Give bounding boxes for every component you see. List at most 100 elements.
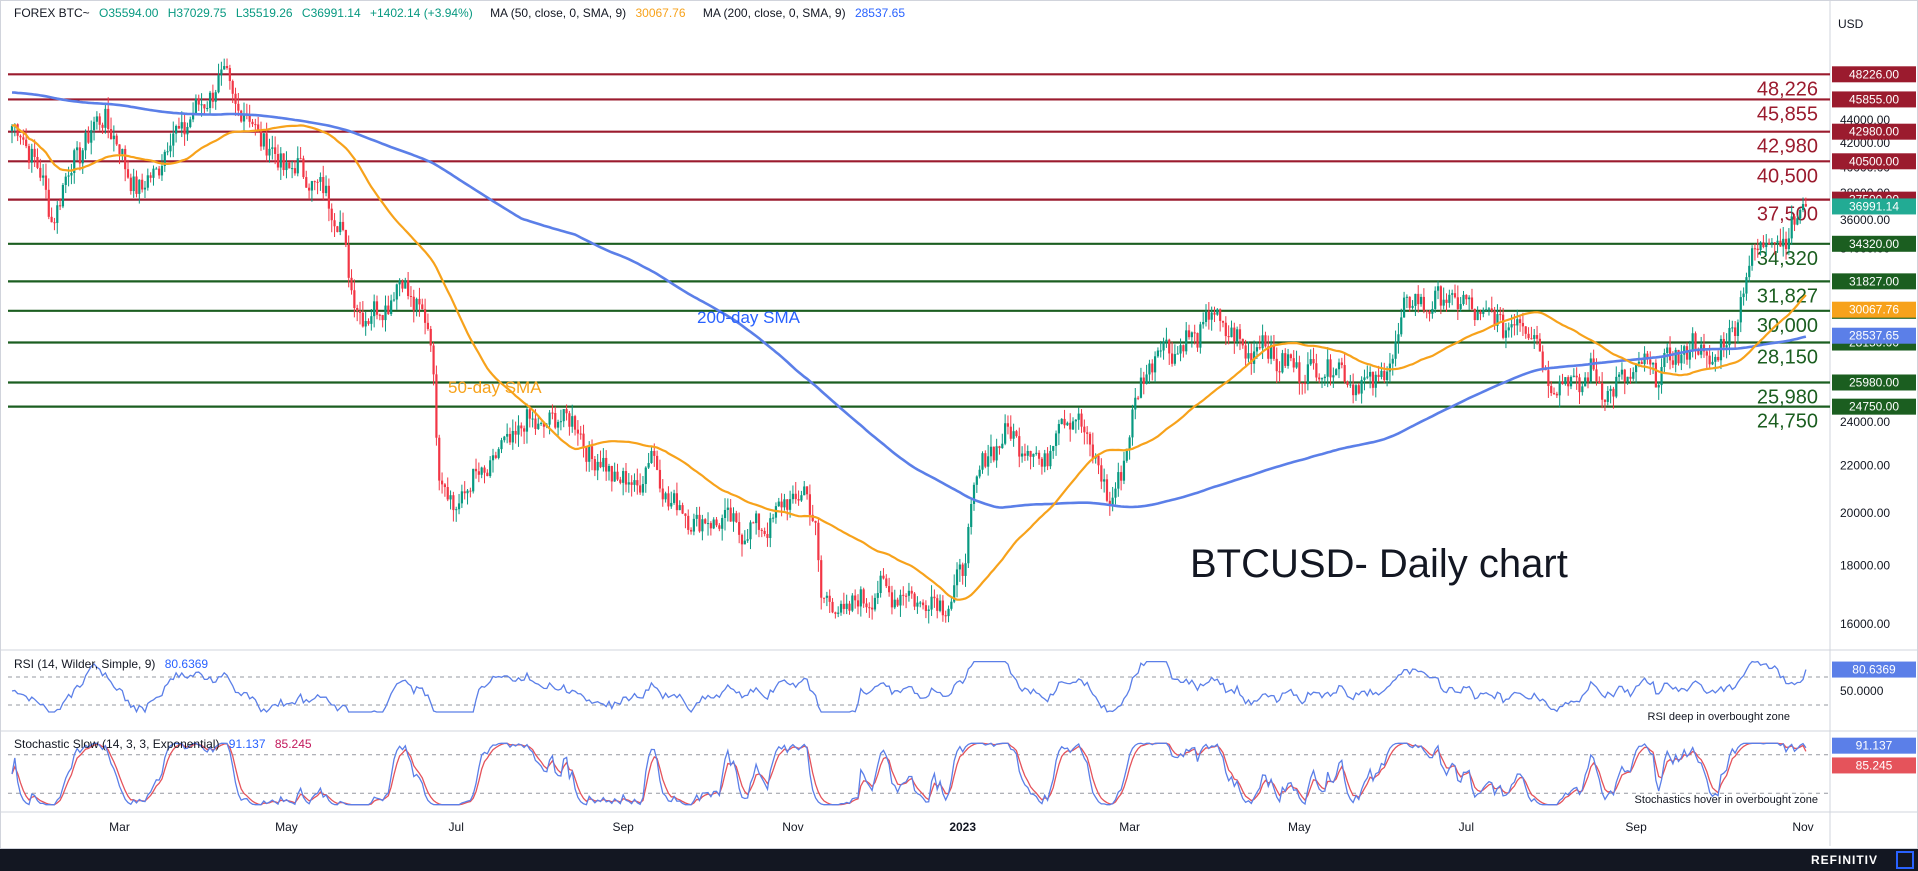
candle-body bbox=[760, 529, 763, 531]
candle-body bbox=[1513, 324, 1516, 326]
candle-body bbox=[1162, 341, 1165, 351]
candle-body bbox=[109, 129, 113, 140]
candle-body bbox=[1131, 409, 1134, 438]
candle-body bbox=[124, 148, 127, 170]
candle-body bbox=[678, 505, 681, 511]
candle-body bbox=[296, 158, 299, 174]
candle-body bbox=[1717, 356, 1720, 361]
candle-body bbox=[1626, 376, 1629, 382]
candle-body bbox=[729, 507, 732, 522]
candle-body bbox=[460, 491, 463, 504]
candle-body bbox=[1340, 362, 1343, 366]
support-level-label: 31,827 bbox=[1757, 285, 1818, 307]
ma50-legend-label[interactable]: MA (50, close, 0, SMA, 9) bbox=[490, 6, 627, 20]
candle-body bbox=[1436, 286, 1440, 291]
candle-body bbox=[876, 593, 879, 598]
candle-body bbox=[845, 603, 848, 609]
candle-body bbox=[972, 484, 976, 504]
candle-body bbox=[81, 150, 84, 164]
stoch-legend-label[interactable]: Stochastic Slow (14, 3, 3, Exponential) bbox=[14, 737, 220, 751]
outer-frame bbox=[0, 0, 1918, 849]
candle-body bbox=[1366, 376, 1369, 378]
candle-body bbox=[1552, 393, 1556, 395]
rsi-legend-label[interactable]: RSI (14, Wilder, Simple, 9) bbox=[14, 657, 156, 671]
candle-body bbox=[1750, 248, 1754, 266]
candle-body bbox=[520, 425, 523, 429]
candle-body bbox=[814, 520, 817, 523]
candle-body bbox=[1352, 384, 1355, 396]
x-tick-label: Sep bbox=[612, 820, 634, 834]
candle-body bbox=[1018, 436, 1021, 457]
candle-body bbox=[907, 590, 911, 596]
candle-body bbox=[755, 513, 758, 524]
candle-body bbox=[350, 277, 353, 291]
candle-body bbox=[1490, 308, 1493, 311]
candle-body bbox=[500, 440, 503, 450]
candle-body bbox=[936, 598, 939, 611]
candle-body bbox=[1332, 375, 1335, 378]
candle-body bbox=[1202, 321, 1205, 325]
candle-body bbox=[712, 519, 715, 529]
candle-body bbox=[1196, 332, 1199, 348]
candle-body bbox=[1666, 347, 1669, 354]
candle-body bbox=[540, 422, 543, 424]
candle-body bbox=[992, 446, 995, 461]
candle-body bbox=[409, 295, 413, 297]
candle-body bbox=[723, 509, 727, 519]
candle-body bbox=[1052, 445, 1055, 451]
candle-body bbox=[217, 75, 220, 93]
candle-body bbox=[1105, 479, 1109, 501]
candle-body bbox=[1040, 458, 1044, 467]
candle-body bbox=[794, 493, 797, 500]
candle-body bbox=[228, 68, 231, 82]
candle-body bbox=[517, 425, 520, 435]
candle-body bbox=[1063, 418, 1066, 426]
candle-body bbox=[1739, 297, 1742, 323]
x-tick-label: Jul bbox=[1459, 820, 1474, 834]
candle-body bbox=[1708, 355, 1711, 365]
candle-body bbox=[1419, 296, 1423, 305]
candle-body bbox=[1236, 329, 1239, 342]
candle-body bbox=[1609, 388, 1612, 391]
candle-body bbox=[732, 513, 735, 522]
candle-body bbox=[491, 455, 495, 461]
candle-body bbox=[282, 153, 285, 171]
footer-bar: REFINITIV bbox=[0, 849, 1918, 871]
candle-body bbox=[33, 148, 36, 157]
refinitiv-corner-icon[interactable] bbox=[1896, 851, 1914, 869]
candle-body bbox=[1023, 453, 1027, 456]
candle-body bbox=[341, 221, 345, 230]
candle-body bbox=[457, 503, 461, 510]
candle-body bbox=[265, 133, 268, 156]
support-level-label: 34,320 bbox=[1757, 248, 1818, 270]
candle-body bbox=[259, 130, 263, 147]
candle-body bbox=[998, 446, 1001, 449]
candle-body bbox=[1663, 353, 1666, 368]
candle-body bbox=[163, 151, 166, 166]
candle-body bbox=[910, 590, 913, 594]
chart-annotations: BTCUSD- Daily chart 200-day SMA 50-day SMA bbox=[448, 308, 1568, 586]
candle-body bbox=[1535, 335, 1539, 339]
candle-body bbox=[508, 433, 512, 443]
candle-body bbox=[155, 168, 158, 170]
ma200-legend-label[interactable]: MA (200, close, 0, SMA, 9) bbox=[702, 6, 846, 20]
candle-body bbox=[1799, 210, 1802, 219]
candle-body bbox=[203, 104, 206, 109]
candle-body bbox=[387, 305, 390, 315]
candle-body bbox=[752, 522, 755, 524]
resistance-level-label: 45,855 bbox=[1757, 103, 1818, 125]
candle-body bbox=[1479, 311, 1482, 314]
candle-body bbox=[1550, 386, 1553, 394]
candle-body bbox=[107, 108, 110, 130]
candle-body bbox=[1077, 413, 1080, 420]
candle-body bbox=[568, 413, 571, 427]
candle-body bbox=[1581, 386, 1584, 393]
candle-body bbox=[610, 465, 613, 482]
ma200-price-tag-text: 28537.65 bbox=[1849, 329, 1899, 343]
candle-body bbox=[1453, 293, 1457, 298]
candle-body bbox=[1371, 371, 1375, 388]
candle-body bbox=[525, 409, 529, 432]
symbol-label[interactable]: FOREX BTC~ bbox=[14, 6, 90, 20]
candle-body bbox=[432, 345, 435, 375]
support-level-tag bbox=[1832, 273, 1916, 290]
